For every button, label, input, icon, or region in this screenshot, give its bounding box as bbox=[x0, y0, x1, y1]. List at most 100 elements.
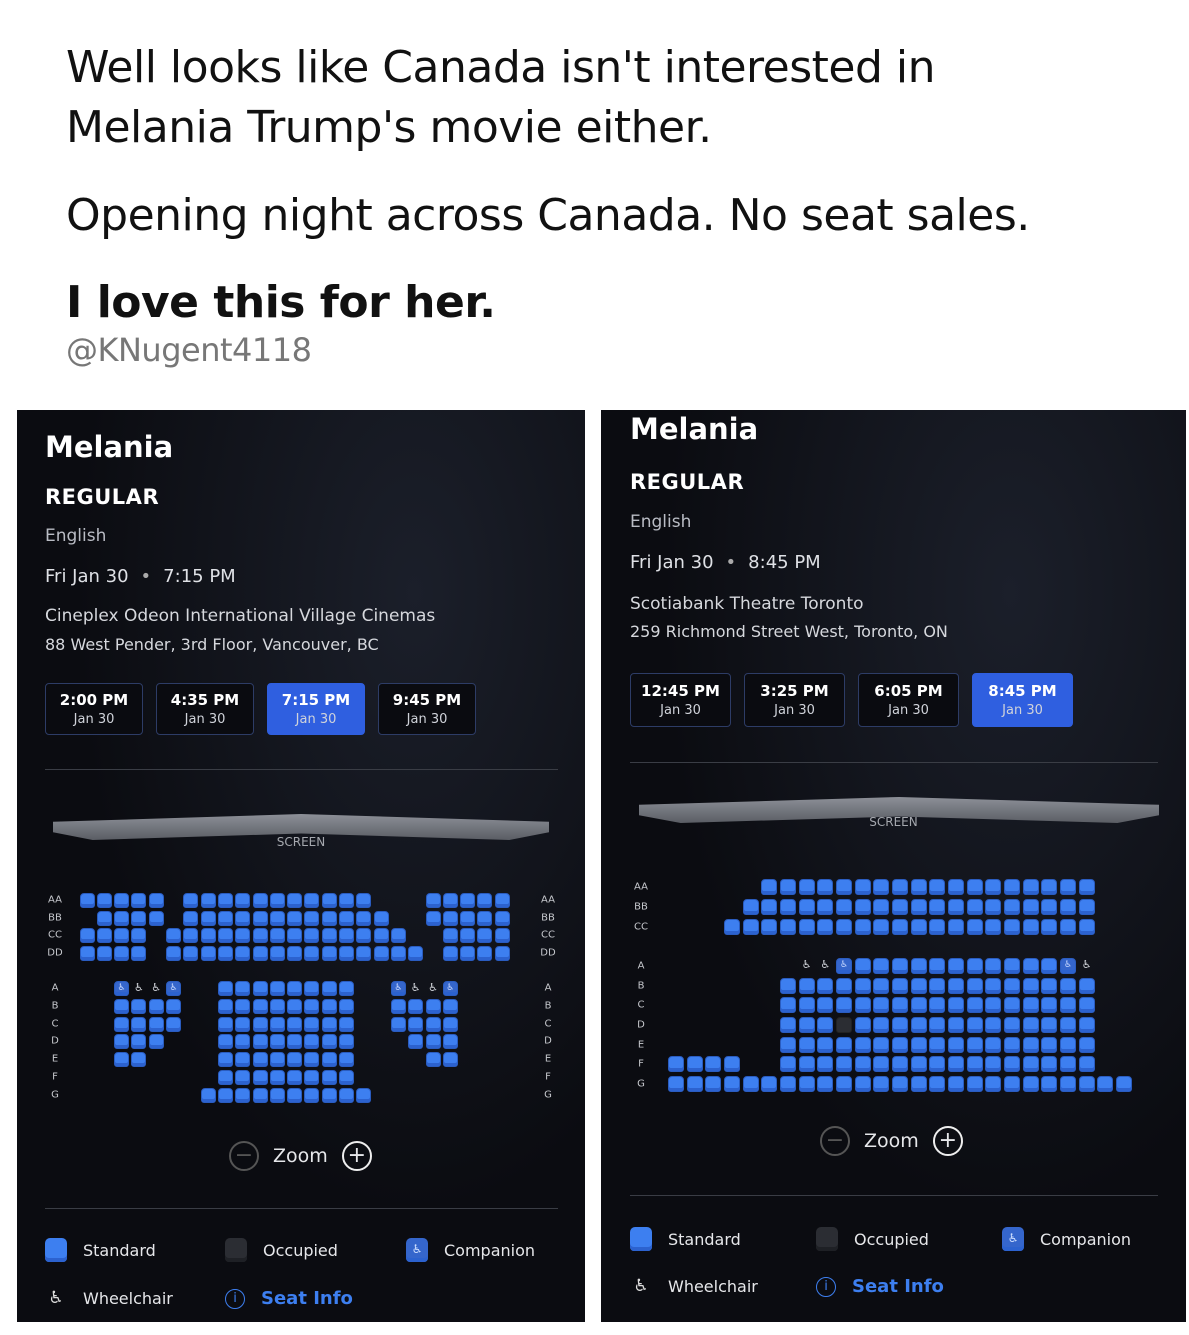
seat-available[interactable] bbox=[873, 919, 890, 935]
seat-available[interactable] bbox=[425, 1016, 441, 1032]
seat-available[interactable] bbox=[910, 1076, 927, 1092]
seat-available[interactable] bbox=[817, 1017, 834, 1033]
seat-available[interactable] bbox=[836, 1056, 853, 1072]
seat-available[interactable] bbox=[1041, 879, 1058, 895]
seat-available[interactable] bbox=[79, 945, 95, 961]
seat-available[interactable] bbox=[425, 1051, 441, 1067]
seat-available[interactable] bbox=[1116, 1076, 1133, 1092]
seat-available[interactable] bbox=[183, 927, 199, 943]
seat-available[interactable] bbox=[1060, 879, 1077, 895]
seat-available[interactable] bbox=[321, 980, 337, 996]
seat-available[interactable] bbox=[477, 945, 493, 961]
seat-available[interactable] bbox=[356, 927, 372, 943]
seat-available[interactable] bbox=[217, 910, 233, 926]
seat-available[interactable] bbox=[252, 980, 268, 996]
seat-available[interactable] bbox=[252, 945, 268, 961]
seat-available[interactable] bbox=[183, 945, 199, 961]
seat-available[interactable] bbox=[460, 910, 476, 926]
seat-available[interactable] bbox=[460, 945, 476, 961]
seat-available[interactable] bbox=[761, 1076, 778, 1092]
seat-available[interactable] bbox=[235, 910, 251, 926]
zoom-out-button[interactable]: − bbox=[820, 1126, 850, 1156]
seat-available[interactable] bbox=[854, 958, 871, 974]
seat-available[interactable] bbox=[929, 997, 946, 1013]
seat-available[interactable] bbox=[269, 945, 285, 961]
seat-available[interactable] bbox=[966, 997, 983, 1013]
seat-available[interactable] bbox=[494, 892, 510, 908]
seat-available[interactable] bbox=[339, 910, 354, 926]
seat-available[interactable] bbox=[1041, 958, 1058, 974]
seat-available[interactable] bbox=[321, 945, 337, 961]
seat-available[interactable] bbox=[321, 927, 337, 943]
seat-available[interactable] bbox=[798, 1056, 815, 1072]
seat-available[interactable] bbox=[854, 1076, 871, 1092]
seat-available[interactable] bbox=[200, 910, 216, 926]
seat-available[interactable] bbox=[966, 879, 983, 895]
seat-available[interactable] bbox=[114, 892, 130, 908]
seat-available[interactable] bbox=[929, 919, 946, 935]
seat-available[interactable] bbox=[1041, 1056, 1058, 1072]
seat-available[interactable] bbox=[836, 899, 853, 915]
seat-available[interactable] bbox=[442, 927, 458, 943]
seat-info-link[interactable]: i Seat Info bbox=[816, 1276, 944, 1297]
seat-available[interactable] bbox=[390, 1016, 406, 1032]
seat-available[interactable] bbox=[321, 1016, 337, 1032]
seat-available[interactable] bbox=[1004, 1056, 1021, 1072]
seat-available[interactable] bbox=[235, 1016, 251, 1032]
seat-available[interactable] bbox=[1078, 997, 1095, 1013]
seat-available[interactable] bbox=[780, 1017, 797, 1033]
seat-available[interactable] bbox=[1004, 958, 1021, 974]
seat-available[interactable] bbox=[817, 1056, 834, 1072]
seat-available[interactable] bbox=[985, 899, 1002, 915]
seat-available[interactable] bbox=[836, 978, 853, 994]
seat-available[interactable] bbox=[339, 1051, 354, 1067]
wheelchair-space-icon[interactable]: ♿ bbox=[820, 958, 831, 971]
seat-available[interactable] bbox=[252, 1051, 268, 1067]
seat-available[interactable] bbox=[287, 1087, 303, 1103]
seat-available[interactable] bbox=[304, 980, 320, 996]
seat-available[interactable] bbox=[252, 998, 268, 1014]
seat-available[interactable] bbox=[836, 879, 853, 895]
wheelchair-space-icon[interactable]: ♿ bbox=[151, 980, 162, 994]
seat-available[interactable] bbox=[96, 892, 112, 908]
seat-available[interactable] bbox=[494, 927, 510, 943]
seat-available[interactable] bbox=[854, 1037, 871, 1053]
seat-available[interactable] bbox=[235, 980, 251, 996]
seat-companion[interactable]: ♿ bbox=[442, 980, 458, 996]
seat-available[interactable] bbox=[287, 1033, 303, 1049]
showtime-button[interactable]: 6:05 PM Jan 30 bbox=[858, 673, 959, 727]
seat-available[interactable] bbox=[269, 1069, 285, 1085]
seat-available[interactable] bbox=[217, 1051, 233, 1067]
seat-available[interactable] bbox=[836, 997, 853, 1013]
wheelchair-space-icon[interactable]: ♿ bbox=[801, 958, 812, 971]
showtime-button[interactable]: 8:45 PM Jan 30 bbox=[972, 673, 1073, 727]
seat-available[interactable] bbox=[390, 998, 406, 1014]
seat-available[interactable] bbox=[854, 919, 871, 935]
seat-available[interactable] bbox=[1078, 1056, 1095, 1072]
seat-available[interactable] bbox=[114, 998, 130, 1014]
seat-available[interactable] bbox=[235, 927, 251, 943]
seat-available[interactable] bbox=[96, 927, 112, 943]
seat-available[interactable] bbox=[252, 1087, 268, 1103]
seat-available[interactable] bbox=[166, 927, 181, 943]
seat-available[interactable] bbox=[1004, 978, 1021, 994]
seat-available[interactable] bbox=[425, 910, 441, 926]
seat-available[interactable] bbox=[442, 1033, 458, 1049]
seat-available[interactable] bbox=[477, 927, 493, 943]
seat-available[interactable] bbox=[304, 927, 320, 943]
seat-available[interactable] bbox=[131, 1051, 147, 1067]
seat-available[interactable] bbox=[910, 919, 927, 935]
seat-available[interactable] bbox=[131, 1016, 147, 1032]
seat-companion[interactable]: ♿ bbox=[1060, 958, 1077, 974]
seat-available[interactable] bbox=[1060, 1017, 1077, 1033]
seat-available[interactable] bbox=[131, 892, 147, 908]
seat-available[interactable] bbox=[686, 1076, 703, 1092]
seat-available[interactable] bbox=[200, 1087, 216, 1103]
seat-available[interactable] bbox=[304, 910, 320, 926]
seat-available[interactable] bbox=[408, 1033, 424, 1049]
seat-available[interactable] bbox=[910, 899, 927, 915]
seat-available[interactable] bbox=[269, 1033, 285, 1049]
seat-available[interactable] bbox=[686, 1056, 703, 1072]
seat-available[interactable] bbox=[252, 1033, 268, 1049]
wheelchair-space-icon[interactable]: ♿ bbox=[410, 980, 421, 994]
